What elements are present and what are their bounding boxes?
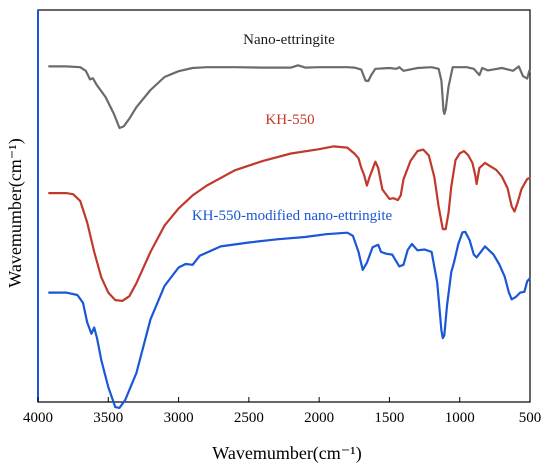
plot-frame (37, 9, 531, 403)
series-lines (48, 64, 531, 409)
x-tick-label: 2000 (304, 410, 334, 426)
plot-border (37, 9, 531, 403)
x-tick-label: 3500 (93, 410, 123, 426)
series-line-0 (48, 64, 531, 130)
series-label-kh-550-modified: KH-550-modified nano-ettringite (192, 208, 393, 224)
x-tick-label: 3000 (164, 410, 194, 426)
series-label-kh-550: KH-550 (265, 112, 314, 128)
x-tick-label: 2500 (234, 410, 264, 426)
series-labels: Nano-ettringite KH-550 KH-550-modified n… (192, 32, 393, 224)
x-axis-title: Wavemumber(cm⁻¹) (212, 443, 361, 464)
x-tick-label: 500 (519, 410, 542, 426)
series-line-1 (48, 145, 531, 302)
series-label-nano-ettringite: Nano-ettringite (243, 32, 335, 48)
x-tick-label: 1000 (445, 410, 475, 426)
x-axis-ticks: 4000 3500 3000 2500 2000 1500 1000 500 (23, 397, 541, 426)
y-axis-title: Wavemumber(cm⁻¹) (5, 138, 26, 287)
series-line-2 (48, 230, 531, 409)
x-tick-label: 4000 (23, 410, 53, 426)
x-tick-label: 1500 (374, 410, 404, 426)
